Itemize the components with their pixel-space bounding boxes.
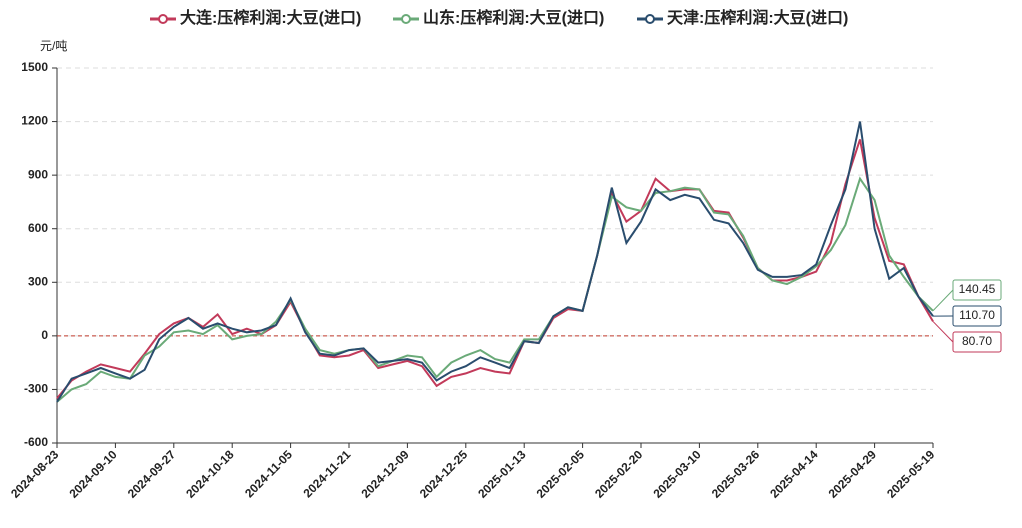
y-tick-label: 600: [28, 221, 48, 235]
legend-marker: [645, 14, 655, 24]
legend-text: 山东:压榨利润:大豆(进口): [423, 8, 604, 27]
value-label: 110.70: [959, 308, 995, 322]
legend-marker: [401, 14, 411, 24]
series-line: [56, 139, 934, 400]
legend-text: 天津:压榨利润:大豆(进口): [667, 8, 848, 27]
x-tick-label: 2024-09-27: [125, 447, 179, 501]
x-tick-label: 2025-03-10: [650, 447, 704, 501]
x-tick-label: 2024-10-18: [183, 447, 237, 501]
y-tick-label: 300: [28, 274, 48, 288]
label-leader: [932, 289, 954, 312]
legend-marker: [158, 14, 168, 24]
x-tick-label: 2024-12-25: [417, 447, 471, 501]
series-line: [56, 176, 934, 403]
y-tick-label: 0: [41, 328, 48, 342]
legend-text: 大连:压榨利润:大豆(进口): [180, 8, 361, 27]
label-leader: [932, 321, 954, 343]
label-box: [952, 331, 1002, 353]
x-tick-label: 2024-11-05: [242, 447, 295, 500]
x-tick-label: 2025-04-14: [767, 447, 821, 501]
x-tick-label: 2025-02-05: [534, 447, 588, 501]
series-line: [56, 121, 934, 403]
x-tick-label: 2024-12-09: [358, 447, 412, 501]
y-tick-label: 1200: [21, 114, 48, 128]
x-tick-label: 2025-02-20: [592, 447, 646, 501]
value-label: 80.70: [962, 334, 992, 348]
y-tick-label: 1500: [21, 60, 48, 74]
x-tick-label: 2025-05-19: [884, 447, 938, 501]
x-tick-label: 2025-04-29: [826, 447, 880, 501]
x-tick-label: 2025-03-26: [709, 447, 763, 501]
x-tick-label: 2024-11-21: [301, 447, 354, 500]
y-tick-label: -600: [24, 435, 48, 449]
y-tick-label: -300: [24, 382, 48, 396]
x-tick-label: 2024-09-10: [66, 447, 120, 501]
label-box: [952, 279, 1002, 301]
x-tick-label: 2024-08-23: [8, 447, 62, 501]
x-tick-label: 2025-01-13: [475, 447, 529, 501]
y-tick-label: 900: [28, 167, 48, 181]
value-label: 140.45: [959, 282, 996, 296]
y-axis-label: 元/吨: [40, 39, 67, 53]
label-box: [952, 305, 1002, 327]
